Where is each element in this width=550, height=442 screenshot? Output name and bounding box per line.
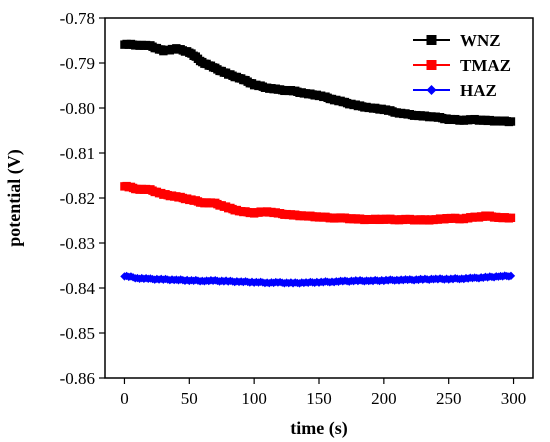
y-tick-label: -0.78 (60, 9, 95, 28)
x-tick-label: 100 (241, 389, 267, 408)
y-tick-label: -0.79 (60, 54, 95, 73)
legend-marker (426, 35, 437, 45)
legend-item-wnz: WNZ (413, 31, 501, 50)
series-layer (120, 39, 516, 288)
legend-marker (426, 60, 437, 70)
data-point-wnz (506, 117, 516, 126)
legend-item-haz: HAZ (413, 81, 497, 100)
series-wnz (120, 39, 516, 127)
x-tick-label: 0 (120, 389, 129, 408)
legend-label: TMAZ (460, 56, 511, 75)
x-tick-label: 200 (371, 389, 397, 408)
y-tick-label: -0.86 (60, 369, 95, 388)
series-haz (120, 271, 516, 288)
data-point-haz (506, 271, 516, 281)
legend-label: HAZ (460, 81, 497, 100)
legend-label: WNZ (460, 31, 501, 50)
y-tick-label: -0.81 (60, 144, 95, 163)
tick-layer: 0 50 100 150 200 250 300 -0.86 -0.85 -0.84 -0.83 -0… (60, 9, 527, 408)
y-tick-label: -0.82 (60, 189, 95, 208)
x-tick-label: 150 (306, 389, 332, 408)
x-tick-label: 250 (436, 389, 462, 408)
series-tmaz (120, 181, 516, 225)
y-axis-title: potential (V) (4, 149, 25, 247)
y-tick-label: -0.85 (60, 324, 95, 343)
data-point-tmaz (506, 213, 516, 222)
x-tick-label: 50 (181, 389, 198, 408)
legend-item-tmaz: TMAZ (413, 56, 511, 75)
y-tick-label: -0.83 (60, 234, 95, 253)
x-axis-title: time (s) (290, 418, 347, 439)
y-tick-label: -0.80 (60, 99, 95, 118)
legend-marker (426, 85, 437, 95)
y-tick-label: -0.84 (60, 279, 96, 298)
x-tick-label: 300 (501, 389, 527, 408)
legend: WNZ TMAZ HAZ (413, 31, 511, 100)
